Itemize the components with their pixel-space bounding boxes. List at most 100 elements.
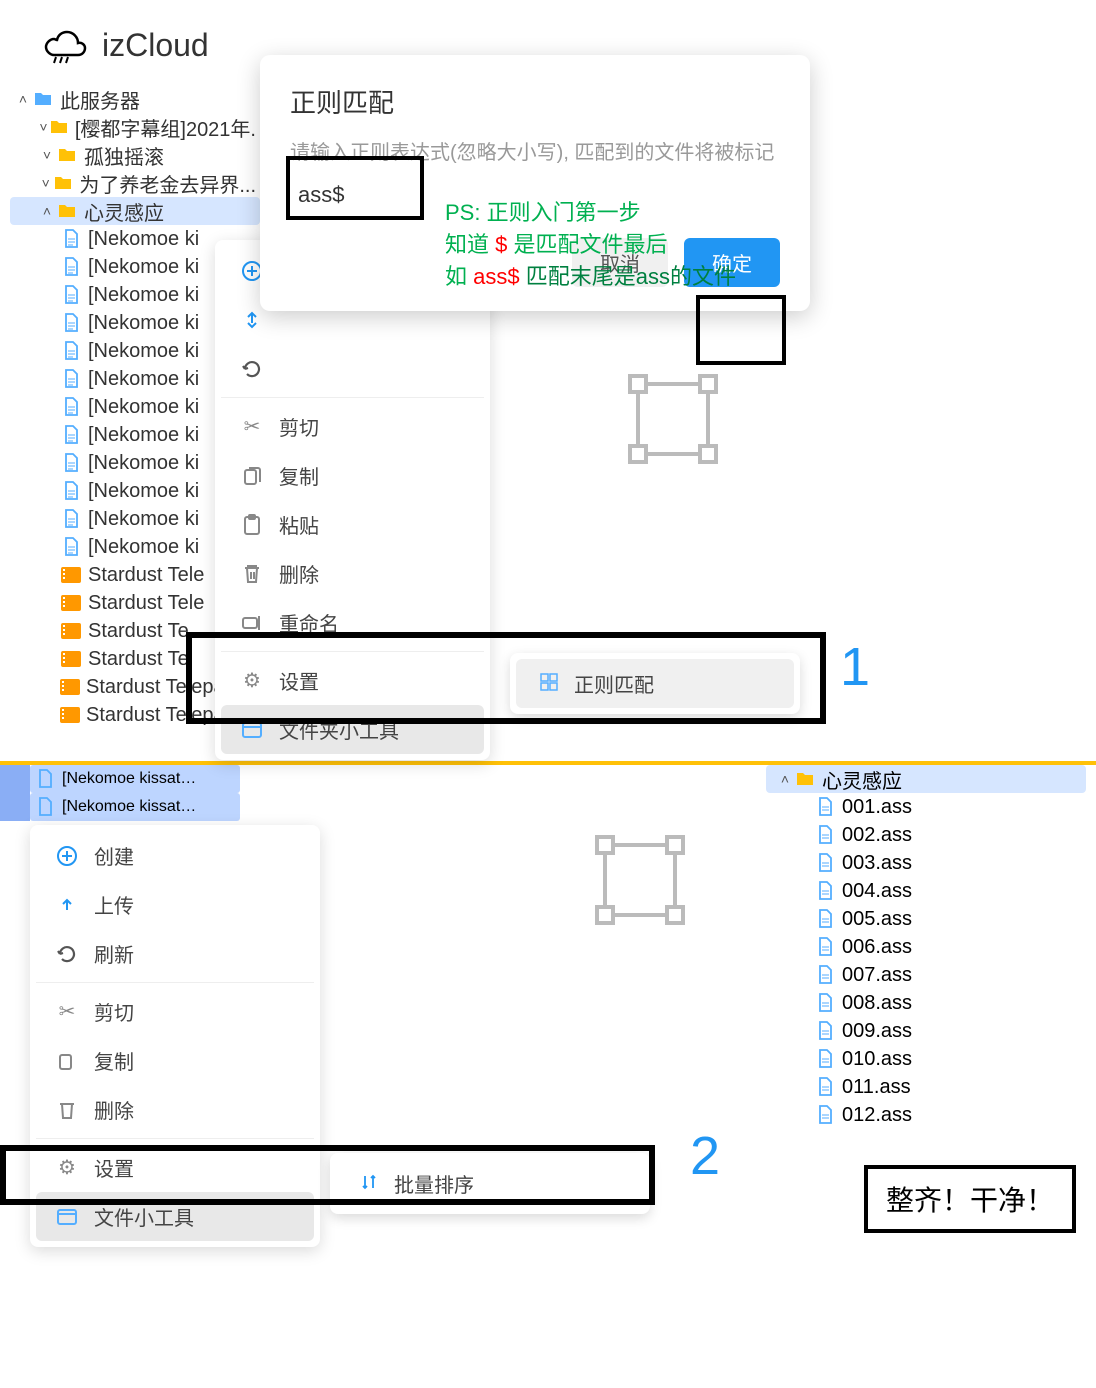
tree-folder[interactable]: ˅为了养老金去异界... bbox=[10, 169, 260, 197]
divider bbox=[221, 651, 484, 652]
ctx-settings[interactable]: ⚙设置 bbox=[221, 656, 484, 705]
tree-label: [Nekomoe ki bbox=[88, 396, 199, 419]
chevron-up-icon: ˄ bbox=[776, 771, 794, 787]
ctx-copy[interactable]: 复制 bbox=[221, 451, 484, 500]
bottom-panel: [Nekomoe kissat… [Nekomoe kissat… [Nekom… bbox=[0, 765, 1096, 1384]
gear-icon: ⚙ bbox=[239, 668, 265, 694]
tree-label: [Nekomoe ki bbox=[88, 284, 199, 307]
tree-file[interactable]: 012.ass bbox=[766, 1101, 1086, 1129]
ctx-delete[interactable]: 删除 bbox=[221, 549, 484, 598]
tree-label: Stardust Tele bbox=[88, 592, 204, 615]
tree-label: 004.ass bbox=[842, 880, 912, 903]
ctx-refresh[interactable]: 刷新 bbox=[221, 344, 484, 393]
upload-icon bbox=[239, 307, 265, 333]
ctx-rename[interactable]: 重命名 bbox=[221, 598, 484, 647]
ctx-cut[interactable]: ✂剪切 bbox=[36, 987, 314, 1036]
file-icon bbox=[60, 368, 82, 390]
folder-icon bbox=[49, 116, 69, 138]
file-icon bbox=[60, 480, 82, 502]
copy-icon bbox=[54, 1048, 80, 1074]
tree-folder-selected[interactable]: ˄心灵感应 bbox=[10, 197, 260, 225]
list-label: [Nekomoe kissat… bbox=[62, 798, 196, 816]
file-icon bbox=[814, 992, 836, 1014]
tree-label: [Nekomoe ki bbox=[88, 452, 199, 475]
list-item[interactable]: [Nekomoe kissat… bbox=[30, 765, 240, 793]
ctx-label: 剪切 bbox=[279, 412, 319, 441]
submenu-batch: 批量排序 bbox=[330, 1153, 650, 1214]
ctx-label: 文件夹小工具 bbox=[279, 715, 399, 744]
cloud-icon bbox=[40, 25, 90, 65]
video-icon bbox=[60, 592, 82, 614]
file-icon bbox=[814, 936, 836, 958]
ctx-folder-tools[interactable]: 文件夹小工具 bbox=[221, 705, 484, 754]
file-icon bbox=[60, 256, 82, 278]
step-number: 1 bbox=[840, 636, 870, 698]
file-icon bbox=[814, 796, 836, 818]
sort-icon bbox=[360, 1173, 382, 1195]
tree-folder-selected[interactable]: ˄ 心灵感应 bbox=[766, 765, 1086, 793]
tree-file[interactable]: 010.ass bbox=[766, 1045, 1086, 1073]
ctx-delete[interactable]: 删除 bbox=[36, 1085, 314, 1134]
chevron-down-icon: ˅ bbox=[38, 147, 56, 163]
context-menu: 创建 上传 刷新 ✂剪切 复制 删除 ⚙设置 文件小工具 bbox=[30, 825, 320, 1247]
tree-file[interactable]: 009.ass bbox=[766, 1017, 1086, 1045]
file-icon bbox=[814, 880, 836, 902]
tree-file[interactable]: 001.ass bbox=[766, 793, 1086, 821]
divider bbox=[36, 982, 314, 983]
tree-label: Stardust Te bbox=[88, 648, 189, 671]
file-icon bbox=[60, 508, 82, 530]
ctx-file-tools[interactable]: 文件小工具 bbox=[36, 1192, 314, 1241]
file-icon bbox=[60, 424, 82, 446]
window-icon bbox=[239, 717, 265, 743]
ctx-settings[interactable]: ⚙设置 bbox=[36, 1143, 314, 1192]
ctx-cut[interactable]: ✂ 剪切 bbox=[221, 402, 484, 451]
video-icon bbox=[60, 648, 82, 670]
file-icon bbox=[814, 1104, 836, 1126]
submenu-item-batch-sort[interactable]: 批量排序 bbox=[336, 1159, 644, 1208]
ctx-label: 创建 bbox=[94, 841, 134, 870]
ctx-refresh[interactable]: 刷新 bbox=[36, 929, 314, 978]
folder-icon bbox=[32, 88, 54, 110]
tree-folder[interactable]: ˅孤独摇滚 bbox=[10, 141, 260, 169]
tree-file[interactable]: 002.ass bbox=[766, 821, 1086, 849]
file-icon bbox=[814, 1076, 836, 1098]
ctx-label: 粘贴 bbox=[279, 510, 319, 539]
list-item[interactable]: [Nekomoe kissat… bbox=[30, 793, 240, 821]
tree-label: 为了养老金去异界... bbox=[79, 169, 256, 197]
submenu-item-regex[interactable]: 正则匹配 bbox=[516, 659, 794, 708]
top-panel: izCloud ˄ 此服务器 ˅[樱都字幕组]2021年. ˅孤独摇滚 ˅为了养… bbox=[0, 0, 1096, 765]
tree-file[interactable]: 003.ass bbox=[766, 849, 1086, 877]
tree-folder[interactable]: ˅[樱都字幕组]2021年. bbox=[10, 113, 260, 141]
dialog-title: 正则匹配 bbox=[290, 83, 780, 120]
tree-label: Stardust Tele bbox=[88, 564, 204, 587]
ctx-paste[interactable]: 粘贴 bbox=[221, 500, 484, 549]
tree-label: 008.ass bbox=[842, 992, 912, 1015]
file-icon bbox=[814, 852, 836, 874]
rename-icon bbox=[239, 610, 265, 636]
tree-label: 此服务器 bbox=[60, 85, 140, 113]
ctx-label: 剪切 bbox=[94, 997, 134, 1026]
file-icon bbox=[814, 964, 836, 986]
file-icon bbox=[814, 1048, 836, 1070]
refresh-icon bbox=[239, 356, 265, 382]
tree-file[interactable]: 007.ass bbox=[766, 961, 1086, 989]
video-icon bbox=[60, 704, 80, 726]
tree-label: 001.ass bbox=[842, 796, 912, 819]
regex-input[interactable] bbox=[290, 164, 420, 218]
ctx-upload[interactable]: 上传 bbox=[36, 880, 314, 929]
tree-file[interactable]: 008.ass bbox=[766, 989, 1086, 1017]
tree-file[interactable]: 005.ass bbox=[766, 905, 1086, 933]
ctx-copy[interactable]: 复制 bbox=[36, 1036, 314, 1085]
tree-root[interactable]: ˄ 此服务器 bbox=[10, 85, 260, 113]
tree-file[interactable]: 006.ass bbox=[766, 933, 1086, 961]
selection-handles-icon bbox=[628, 374, 718, 464]
tree-file[interactable]: 011.ass bbox=[766, 1073, 1086, 1101]
tree-file[interactable]: 004.ass bbox=[766, 877, 1086, 905]
file-icon bbox=[60, 452, 82, 474]
chevron-up-icon: ˄ bbox=[38, 203, 56, 219]
scissors-icon: ✂ bbox=[239, 414, 265, 440]
folder-icon bbox=[56, 200, 78, 222]
file-icon bbox=[60, 284, 82, 306]
submenu-regex: 正则匹配 bbox=[510, 653, 800, 714]
ctx-create[interactable]: 创建 bbox=[36, 831, 314, 880]
